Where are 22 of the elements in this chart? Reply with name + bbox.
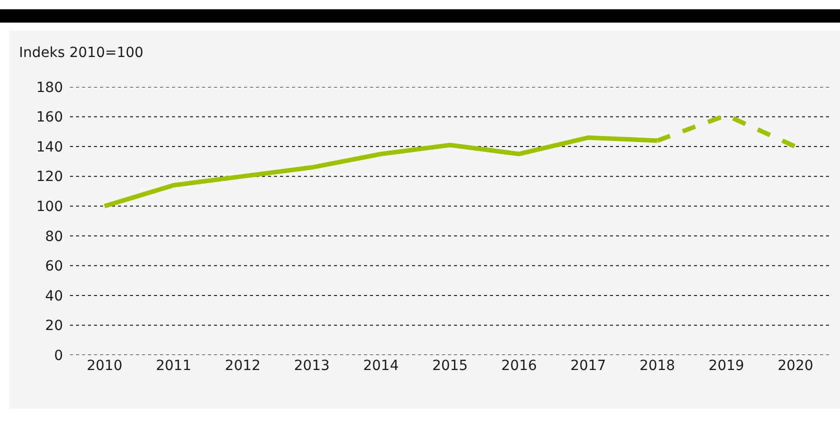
x-tick-label: 2015	[432, 358, 468, 374]
x-tick-label: 2012	[224, 358, 261, 374]
y-tick-label: 120	[36, 169, 63, 186]
x-tick-label: 2013	[294, 358, 330, 374]
x-tick-label: 2019	[708, 358, 744, 374]
y-tick-label: 80	[45, 228, 63, 245]
x-tick-label: 2017	[570, 358, 606, 374]
y-axis-title: Indeks 2010=100	[19, 45, 144, 61]
y-tick-label: 20	[45, 318, 63, 334]
x-tick-label: 2020	[778, 358, 814, 374]
x-tick-label: 2016	[501, 358, 537, 374]
y-tick-label: 180	[36, 80, 63, 96]
y-tick-label: 160	[36, 110, 63, 126]
y-tick-label: 140	[36, 139, 63, 156]
x-tick-label: 2011	[156, 358, 192, 374]
x-tick-label: 2010	[86, 358, 122, 374]
x-tick-label: 2014	[363, 358, 399, 374]
y-tick-label: 0	[54, 348, 63, 364]
x-tick-label: 2018	[639, 358, 676, 374]
y-tick-label: 60	[45, 258, 63, 275]
y-tick-label: 40	[45, 288, 63, 304]
y-tick-label: 100	[36, 199, 63, 216]
